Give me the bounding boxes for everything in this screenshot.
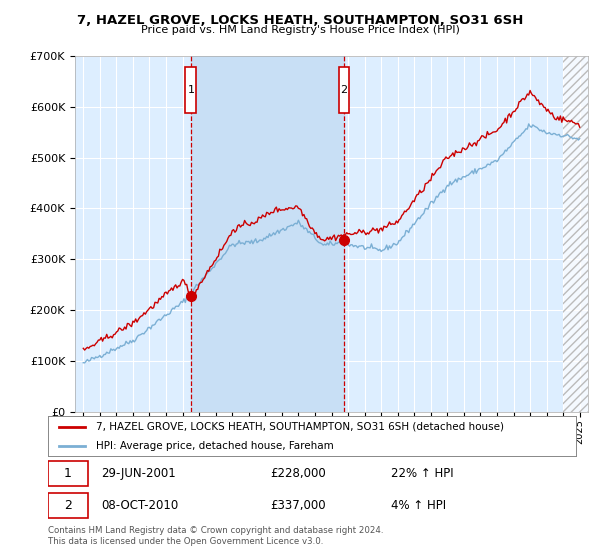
FancyBboxPatch shape (338, 67, 349, 113)
Text: £337,000: £337,000 (270, 499, 325, 512)
FancyBboxPatch shape (48, 461, 88, 486)
Text: 4% ↑ HPI: 4% ↑ HPI (391, 499, 446, 512)
Text: 08-OCT-2010: 08-OCT-2010 (101, 499, 178, 512)
Bar (191, 56, 344, 412)
Text: 2: 2 (340, 85, 347, 95)
Bar (563, 56, 588, 412)
Bar (563, 56, 588, 412)
Text: 7, HAZEL GROVE, LOCKS HEATH, SOUTHAMPTON, SO31 6SH (detached house): 7, HAZEL GROVE, LOCKS HEATH, SOUTHAMPTON… (95, 422, 503, 432)
Text: £228,000: £228,000 (270, 467, 326, 480)
FancyBboxPatch shape (48, 493, 88, 518)
Text: 7, HAZEL GROVE, LOCKS HEATH, SOUTHAMPTON, SO31 6SH: 7, HAZEL GROVE, LOCKS HEATH, SOUTHAMPTON… (77, 14, 523, 27)
Text: 1: 1 (64, 467, 72, 480)
Text: 2: 2 (64, 499, 72, 512)
Text: 22% ↑ HPI: 22% ↑ HPI (391, 467, 454, 480)
FancyBboxPatch shape (185, 67, 196, 113)
Text: HPI: Average price, detached house, Fareham: HPI: Average price, detached house, Fare… (95, 441, 333, 450)
Text: 1: 1 (187, 85, 194, 95)
Text: Contains HM Land Registry data © Crown copyright and database right 2024.
This d: Contains HM Land Registry data © Crown c… (48, 526, 383, 546)
Text: Price paid vs. HM Land Registry's House Price Index (HPI): Price paid vs. HM Land Registry's House … (140, 25, 460, 35)
Text: 29-JUN-2001: 29-JUN-2001 (101, 467, 176, 480)
